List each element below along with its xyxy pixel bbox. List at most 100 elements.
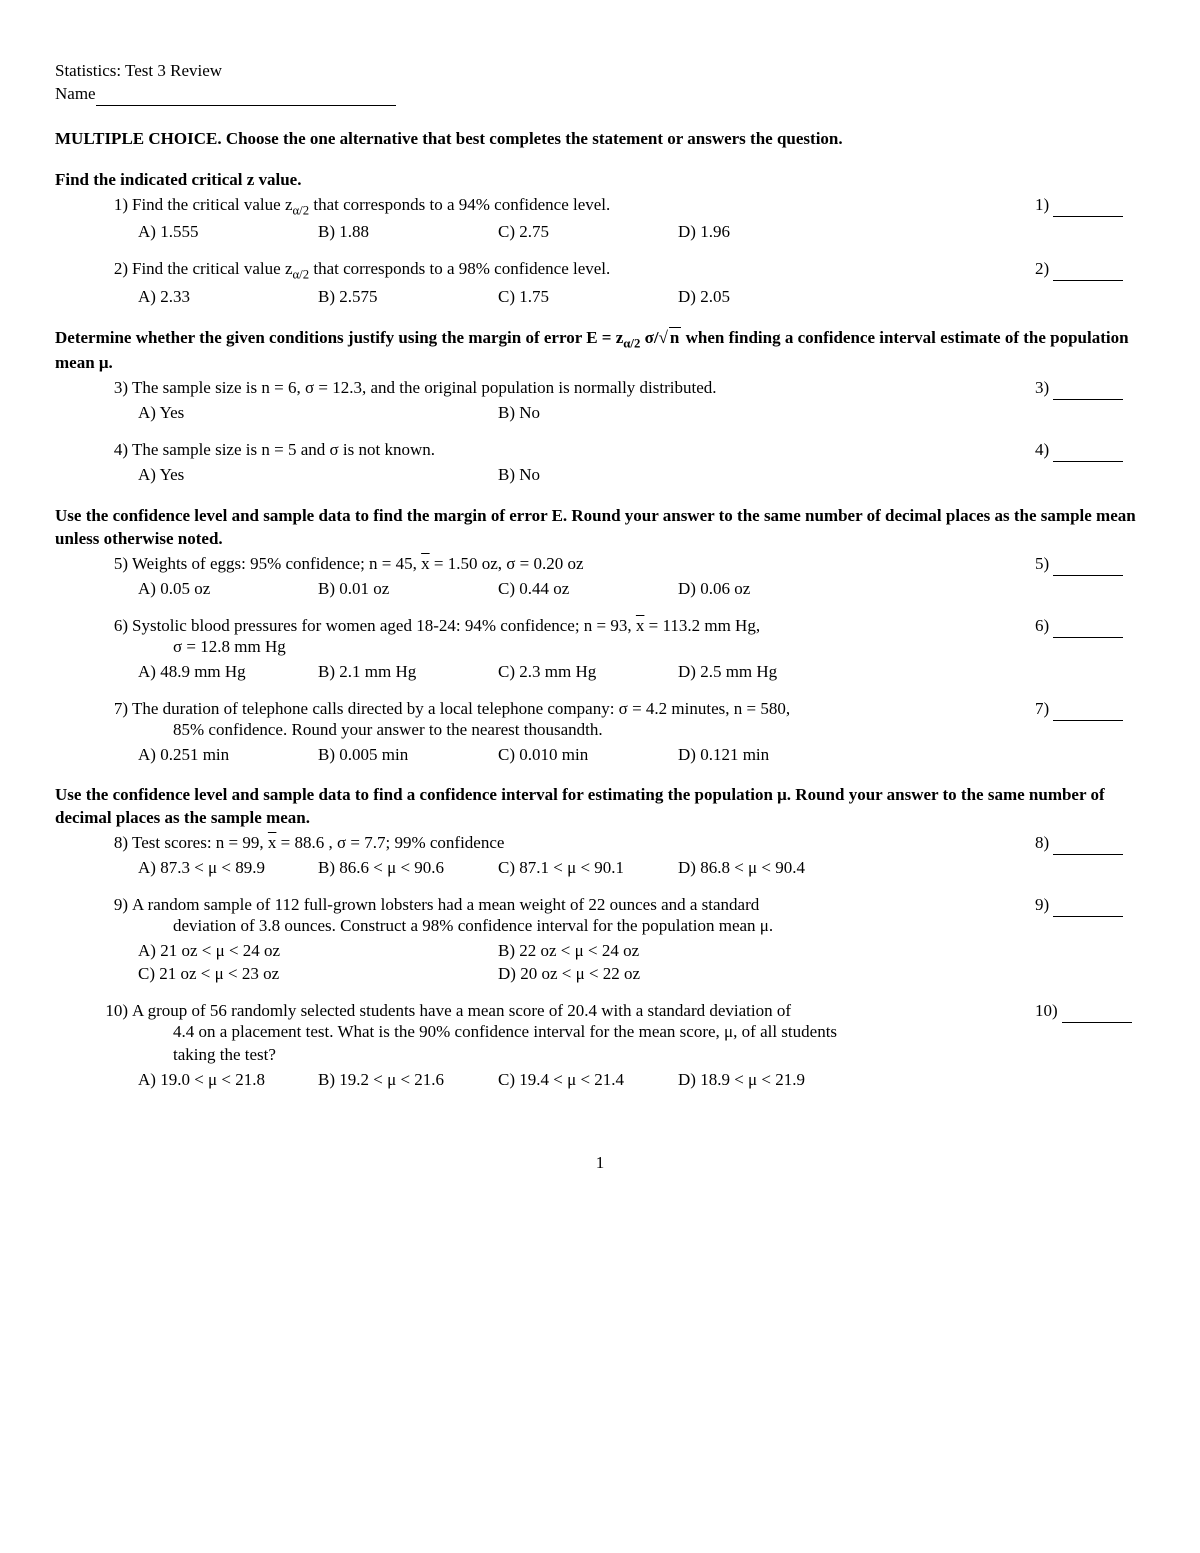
q-num: 3) bbox=[100, 377, 132, 400]
choice-text: 0.05 oz bbox=[160, 579, 210, 598]
choice-text: 1.555 bbox=[160, 222, 198, 241]
answer-slot: 7) bbox=[1035, 698, 1145, 721]
choice-d: D) 2.5 mm Hg bbox=[678, 661, 858, 684]
choice-b: B) 1.88 bbox=[318, 221, 498, 244]
choice-text: Yes bbox=[160, 465, 185, 484]
choices: A) Yes B) No bbox=[138, 402, 1145, 425]
choice-d: D) 0.06 oz bbox=[678, 578, 858, 601]
ans-num: 6) bbox=[1035, 616, 1049, 635]
choice-text: 87.1 < μ < 90.1 bbox=[519, 858, 624, 877]
q-text: The sample size is n = 5 and σ is not kn… bbox=[132, 439, 1035, 462]
choice-text: 0.01 oz bbox=[339, 579, 389, 598]
choice-text: 2.05 bbox=[700, 287, 730, 306]
choice-c: C) 2.75 bbox=[498, 221, 678, 244]
section-head: Find the indicated critical z value. bbox=[55, 169, 1145, 192]
q-text: Weights of eggs: 95% confidence; n = 45,… bbox=[132, 553, 1035, 576]
choice-text: 2.1 mm Hg bbox=[339, 662, 416, 681]
q-num: 8) bbox=[100, 832, 132, 855]
q-cont: 4.4 on a placement test. What is the 90%… bbox=[173, 1021, 1145, 1044]
question: 4) The sample size is n = 5 and σ is not… bbox=[100, 439, 1145, 487]
choice-d: D) 18.9 < μ < 21.9 bbox=[678, 1069, 858, 1092]
choice-d: D) 2.05 bbox=[678, 286, 858, 309]
answer-slot: 1) bbox=[1035, 194, 1145, 217]
question: 1) Find the critical value zα/2 that cor… bbox=[100, 194, 1145, 245]
choice-b: B) No bbox=[498, 402, 858, 425]
q-text: A group of 56 randomly selected students… bbox=[132, 1000, 1035, 1023]
choice-a: A) Yes bbox=[138, 402, 498, 425]
name-blank[interactable] bbox=[96, 86, 396, 106]
q-cont: σ = 12.8 mm Hg bbox=[173, 636, 1145, 659]
q-text: Find the critical value zα/2 that corres… bbox=[132, 194, 1035, 220]
answer-blank[interactable] bbox=[1053, 382, 1123, 400]
choices: A) 21 oz < μ < 24 oz B) 22 oz < μ < 24 o… bbox=[138, 940, 1145, 986]
choice-text: 19.4 < μ < 21.4 bbox=[519, 1070, 624, 1089]
q-text-post: = 113.2 mm Hg, bbox=[644, 616, 760, 635]
ans-num: 7) bbox=[1035, 699, 1049, 718]
choice-c: C) 21 oz < μ < 23 oz bbox=[138, 963, 498, 986]
q-text-post: = 1.50 oz, σ = 0.20 oz bbox=[430, 554, 584, 573]
question: 8) Test scores: n = 99, x = 88.6 , σ = 7… bbox=[100, 832, 1145, 880]
answer-blank[interactable] bbox=[1053, 837, 1123, 855]
choice-text: 19.0 < μ < 21.8 bbox=[160, 1070, 265, 1089]
section-head: Use the confidence level and sample data… bbox=[55, 784, 1145, 830]
choice-text: No bbox=[519, 403, 540, 422]
answer-blank[interactable] bbox=[1053, 899, 1123, 917]
ans-num: 8) bbox=[1035, 833, 1049, 852]
subscript: α/2 bbox=[293, 268, 310, 282]
question: 6) Systolic blood pressures for women ag… bbox=[100, 615, 1145, 684]
choice-c: C) 19.4 < μ < 21.4 bbox=[498, 1069, 678, 1092]
head-mid: σ/ bbox=[640, 328, 658, 347]
choice-text: 21 oz < μ < 24 oz bbox=[160, 941, 280, 960]
choices: A) 0.251 min B) 0.005 min C) 0.010 min D… bbox=[138, 744, 1145, 767]
q-text: Find the critical value zα/2 that corres… bbox=[132, 258, 1035, 284]
ans-num: 4) bbox=[1035, 440, 1049, 459]
choice-c: C) 0.44 oz bbox=[498, 578, 678, 601]
choice-text: 1.75 bbox=[519, 287, 549, 306]
page-number: 1 bbox=[55, 1152, 1145, 1175]
q-text-pre: Systolic blood pressures for women aged … bbox=[132, 616, 636, 635]
x-bar: x bbox=[421, 554, 430, 573]
choice-text: 0.121 min bbox=[700, 745, 769, 764]
q-text: Systolic blood pressures for women aged … bbox=[132, 615, 1035, 638]
q-text-pre: Weights of eggs: 95% confidence; n = 45, bbox=[132, 554, 421, 573]
section-head: Use the confidence level and sample data… bbox=[55, 505, 1145, 551]
choice-b: B) 0.01 oz bbox=[318, 578, 498, 601]
choice-text: 0.44 oz bbox=[519, 579, 569, 598]
answer-blank[interactable] bbox=[1053, 703, 1123, 721]
choice-a: A) 2.33 bbox=[138, 286, 318, 309]
q-text-pre: Find the critical value z bbox=[132, 195, 293, 214]
choice-c: C) 1.75 bbox=[498, 286, 678, 309]
choices: A) 19.0 < μ < 21.8 B) 19.2 < μ < 21.6 C)… bbox=[138, 1069, 1145, 1092]
choices: A) 0.05 oz B) 0.01 oz C) 0.44 oz D) 0.06… bbox=[138, 578, 1145, 601]
answer-blank[interactable] bbox=[1053, 263, 1123, 281]
q-num: 7) bbox=[100, 698, 132, 721]
answer-slot: 2) bbox=[1035, 258, 1145, 281]
choice-text: 1.96 bbox=[700, 222, 730, 241]
choices: A) 87.3 < μ < 89.9 B) 86.6 < μ < 90.6 C)… bbox=[138, 857, 1145, 880]
choice-b: B) 86.6 < μ < 90.6 bbox=[318, 857, 498, 880]
answer-slot: 8) bbox=[1035, 832, 1145, 855]
answer-blank[interactable] bbox=[1053, 444, 1123, 462]
name-row: Name bbox=[55, 83, 1145, 106]
choices: A) Yes B) No bbox=[138, 464, 1145, 487]
choice-text: 18.9 < μ < 21.9 bbox=[700, 1070, 805, 1089]
q-text: A random sample of 112 full-grown lobste… bbox=[132, 894, 1035, 917]
choice-d: D) 0.121 min bbox=[678, 744, 858, 767]
q-num: 6) bbox=[100, 615, 132, 638]
choice-b: B) 0.005 min bbox=[318, 744, 498, 767]
answer-blank[interactable] bbox=[1062, 1005, 1132, 1023]
choice-text: 2.3 mm Hg bbox=[519, 662, 596, 681]
subscript: α/2 bbox=[293, 203, 310, 217]
choice-text: 20 oz < μ < 22 oz bbox=[520, 964, 640, 983]
choice-text: 22 oz < μ < 24 oz bbox=[519, 941, 639, 960]
q-num: 9) bbox=[100, 894, 132, 917]
question: 2) Find the critical value zα/2 that cor… bbox=[100, 258, 1145, 309]
answer-blank[interactable] bbox=[1053, 199, 1123, 217]
choice-d: D) 86.8 < μ < 90.4 bbox=[678, 857, 858, 880]
choice-text: Yes bbox=[160, 403, 185, 422]
question: 5) Weights of eggs: 95% confidence; n = … bbox=[100, 553, 1145, 601]
answer-blank[interactable] bbox=[1053, 558, 1123, 576]
choice-text: 21 oz < μ < 23 oz bbox=[159, 964, 279, 983]
answer-blank[interactable] bbox=[1053, 620, 1123, 638]
choice-a: A) 21 oz < μ < 24 oz bbox=[138, 940, 498, 963]
